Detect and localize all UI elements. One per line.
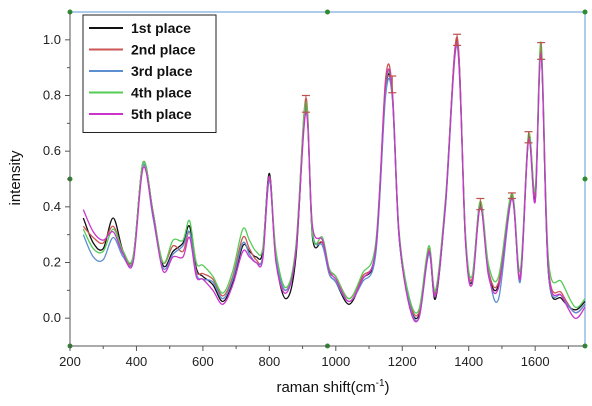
y-axis-title: intensity — [7, 150, 24, 206]
x-axis-title-superscript: -1 — [376, 378, 385, 389]
error-bars — [301, 33, 546, 211]
frame-handle-dot — [325, 9, 330, 15]
y-tick-label: 0.4 — [43, 199, 61, 214]
legend-label: 3rd place — [131, 63, 193, 79]
y-tick-label: 0.6 — [43, 143, 61, 158]
legend-label: 2nd place — [131, 42, 196, 58]
legend-label: 1st place — [131, 20, 191, 36]
frame-handle-dot — [582, 9, 588, 15]
x-tick-label: 1200 — [388, 354, 417, 369]
x-tick-label: 1400 — [454, 354, 483, 369]
x-tick-label: 200 — [59, 354, 81, 369]
legend: 1st place 2nd place 3rd place 4th place 5th … — [82, 14, 217, 133]
x-tick-label: 800 — [259, 354, 281, 369]
legend-box — [82, 14, 217, 133]
x-axis-title-suffix: ) — [385, 379, 390, 396]
x-axis-title-main: raman shift(cm — [276, 379, 375, 396]
y-tick-label: 0.2 — [43, 255, 61, 270]
legend-label: 5th place — [131, 106, 192, 122]
y-tick-label: 1.0 — [43, 32, 61, 47]
axes: 200 400 600 800 1000 1200 1400 1600 0.0 0.2 0.4 0.6… — [43, 12, 585, 369]
legend-label: 4th place — [131, 85, 192, 101]
frame-handle-dot — [582, 176, 588, 182]
x-tick-label: 1000 — [321, 354, 350, 369]
y-tick-label: 0.0 — [43, 310, 61, 325]
x-tick-label: 400 — [126, 354, 148, 369]
x-axis-title: raman shift(cm-1) — [276, 378, 389, 396]
x-tick-label: 600 — [192, 354, 214, 369]
y-tick-label: 0.8 — [43, 88, 61, 103]
x-tick-label: 1600 — [521, 354, 550, 369]
